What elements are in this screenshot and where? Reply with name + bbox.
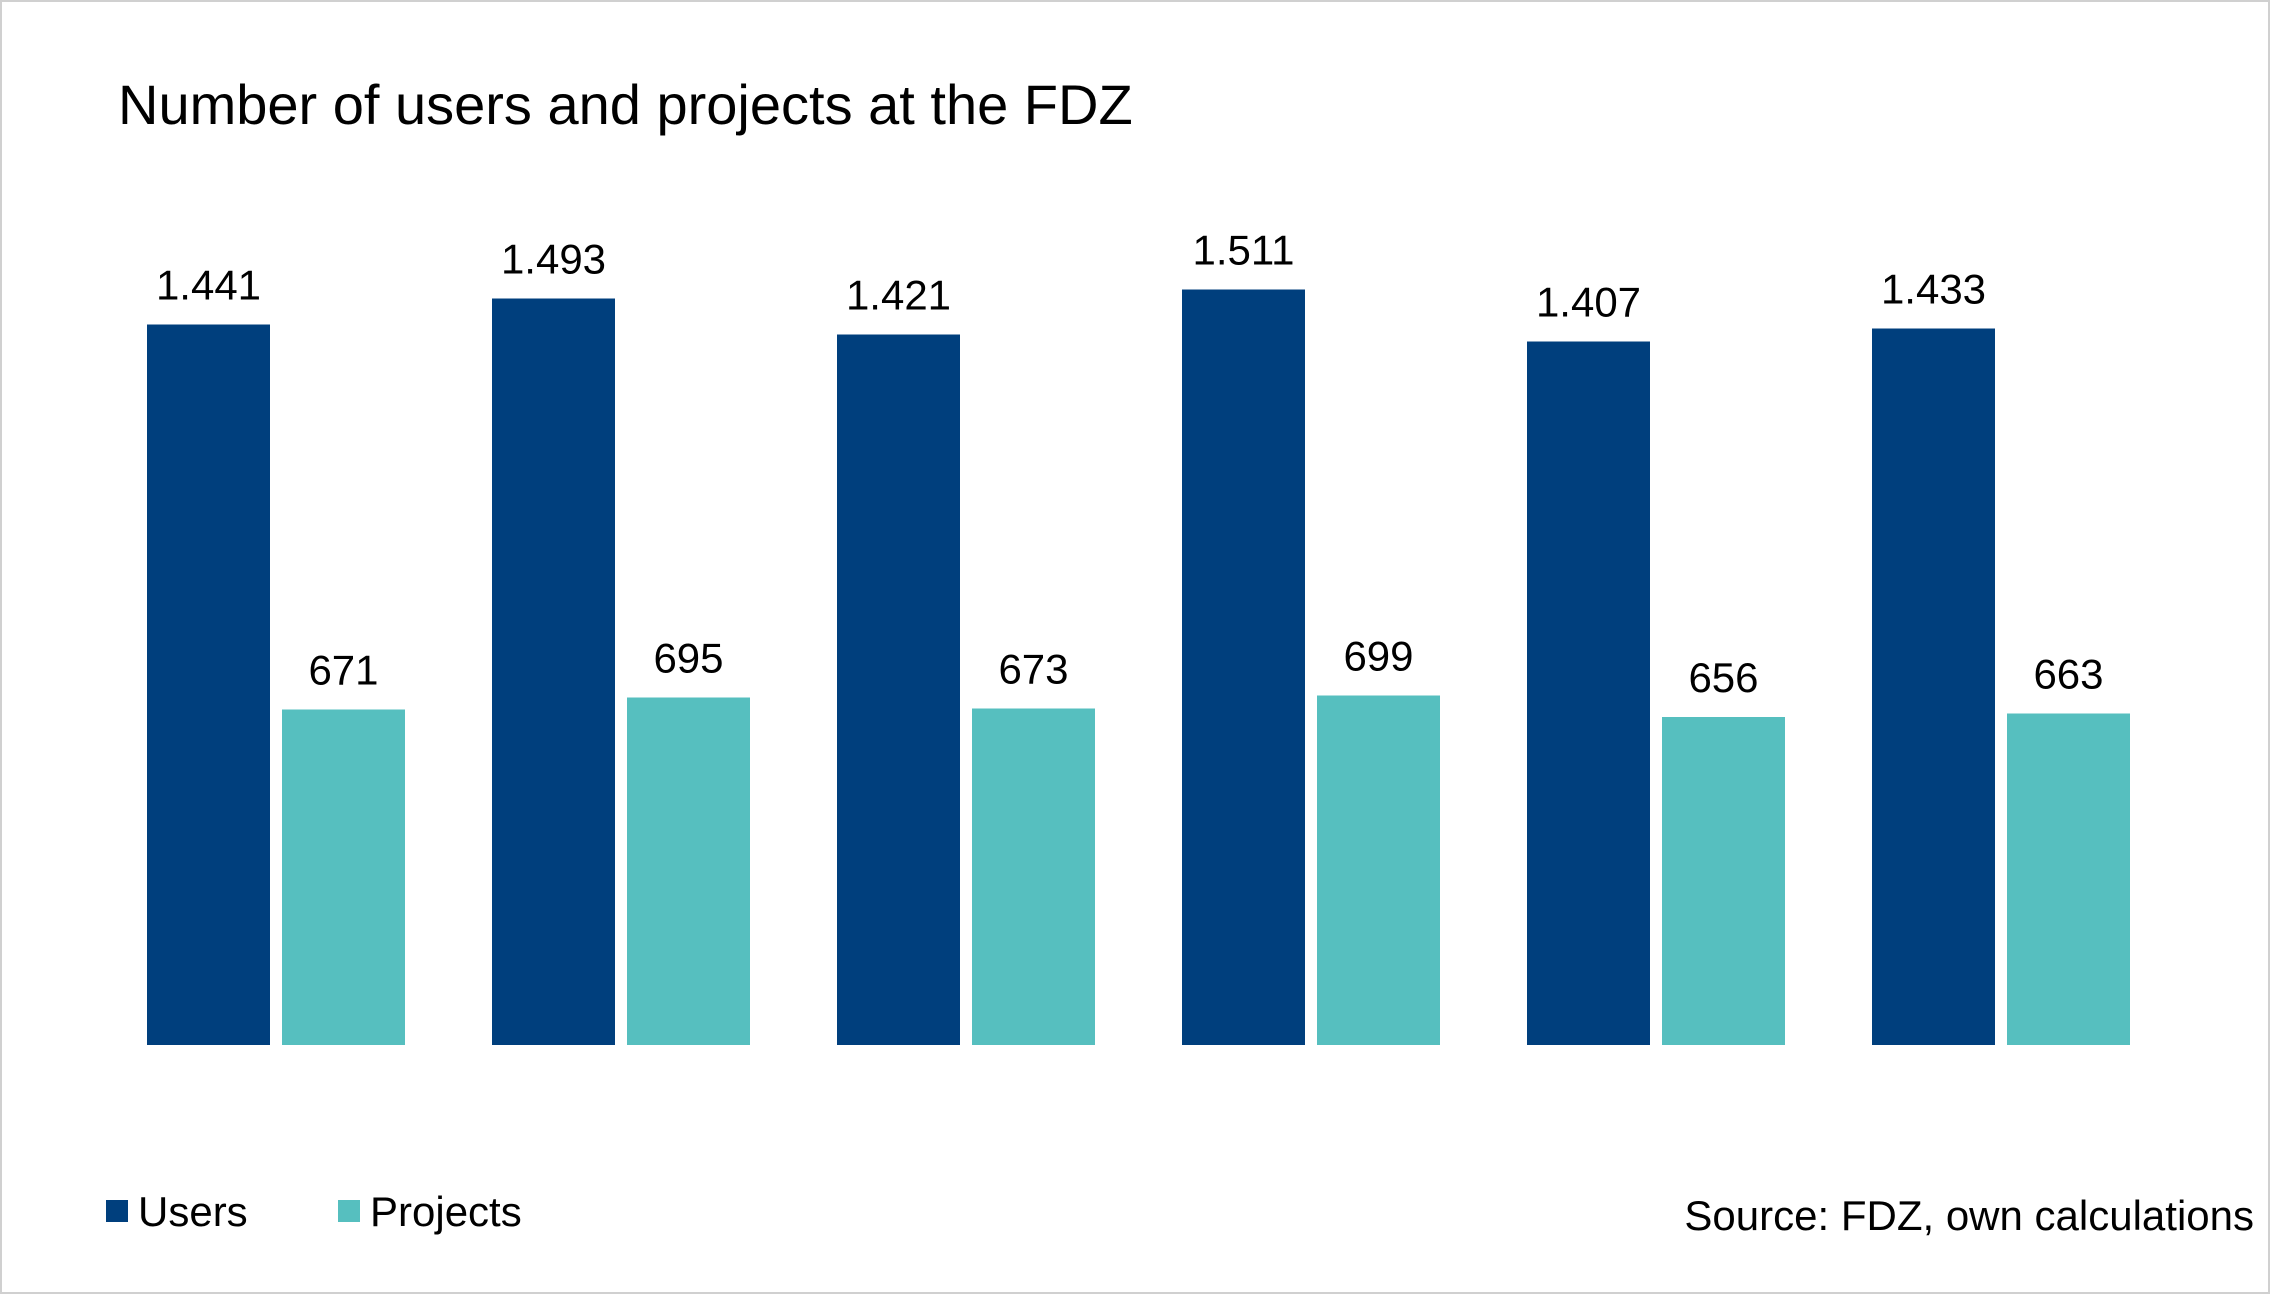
bar-projects-6	[2007, 713, 2130, 1045]
data-label-users-2: 1.493	[501, 236, 606, 283]
bar-projects-1	[282, 709, 405, 1045]
bar-projects-2	[627, 697, 750, 1045]
data-label-projects-4: 699	[1343, 633, 1413, 680]
bar-users-4	[1182, 289, 1305, 1045]
legend-label-users: Users	[138, 1188, 248, 1235]
data-label-users-5: 1.407	[1536, 279, 1641, 326]
data-label-users-3: 1.421	[846, 272, 951, 319]
bar-users-3	[837, 334, 960, 1045]
data-label-users-1: 1.441	[156, 262, 261, 309]
chart-title: Number of users and projects at the FDZ	[118, 73, 1133, 136]
bar-users-2	[492, 298, 615, 1045]
legend-label-projects: Projects	[370, 1188, 522, 1235]
data-label-projects-6: 663	[2033, 651, 2103, 698]
data-labels-group: 1.441 671 1.493 695 1.421 673 1.511 699 1.407 656…	[156, 227, 2104, 702]
bar-projects-4	[1317, 695, 1440, 1045]
source-note: Source: FDZ, own calculations	[1684, 1192, 2254, 1239]
bars-group	[147, 289, 2130, 1045]
bar-users-5	[1527, 341, 1650, 1045]
data-label-users-6: 1.433	[1881, 266, 1986, 313]
data-label-projects-2: 695	[653, 635, 723, 682]
bar-projects-3	[972, 708, 1095, 1045]
legend-swatch-projects	[338, 1200, 360, 1222]
bar-users-1	[147, 324, 270, 1045]
bar-users-6	[1872, 328, 1995, 1045]
legend: Users Projects	[106, 1188, 522, 1235]
data-label-projects-5: 656	[1688, 654, 1758, 701]
data-label-projects-1: 671	[308, 647, 378, 694]
legend-swatch-users	[106, 1200, 128, 1222]
data-label-projects-3: 673	[998, 646, 1068, 693]
bar-projects-5	[1662, 717, 1785, 1045]
data-label-users-4: 1.511	[1193, 227, 1295, 274]
